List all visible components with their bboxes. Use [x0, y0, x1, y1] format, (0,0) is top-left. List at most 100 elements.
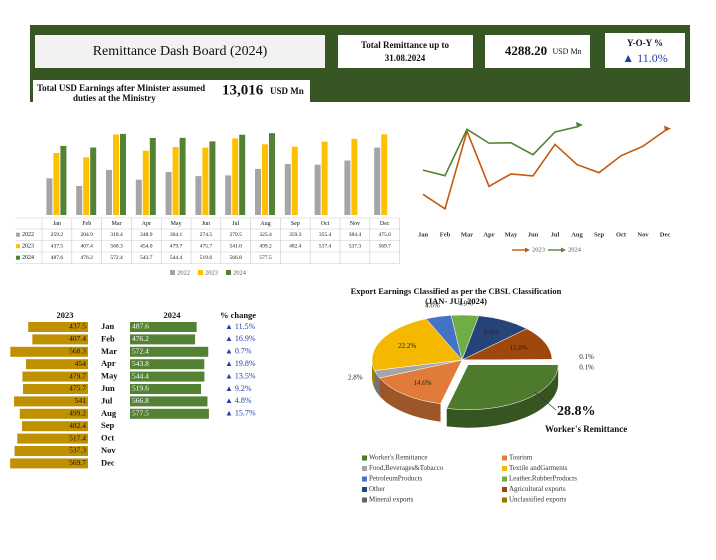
data-label: 407.4 [69, 334, 86, 343]
category-label: Nov [101, 445, 116, 455]
legend-swatch [362, 466, 367, 471]
x-tick-label: Oct [616, 231, 627, 238]
legend-label: 2023 [532, 246, 545, 253]
arrow-head [576, 121, 583, 128]
line [422, 126, 578, 177]
data-label: 543.7 [140, 255, 153, 261]
data-label: 543.8 [132, 359, 149, 368]
row-label: 2024 [22, 255, 34, 261]
category-label: May [101, 371, 118, 381]
bar [179, 137, 186, 215]
bar [202, 147, 209, 215]
value-box [485, 35, 590, 68]
total-box [338, 35, 473, 68]
data-label: 454 [75, 359, 87, 368]
data-label: 569.7 [379, 243, 392, 249]
bar [22, 421, 89, 432]
data-label: 437.5 [69, 322, 86, 331]
data-label: 577.5 [132, 409, 149, 418]
legend-label: 2024 [233, 269, 247, 276]
bar [32, 334, 88, 345]
legend-swatch [16, 244, 20, 249]
yoy-label: Y-O-Y % [627, 38, 663, 48]
bar [19, 408, 88, 419]
data-label: 541.0 [230, 243, 243, 249]
bar [130, 359, 205, 370]
bar [209, 141, 216, 215]
data-label: 274.5 [200, 232, 213, 238]
data-label: 304.1 [170, 232, 183, 238]
x-tick-label: Apr [483, 231, 494, 238]
x-tick-label: Jul [551, 231, 560, 238]
callout-line [534, 391, 557, 411]
bar [10, 458, 89, 469]
bar [28, 322, 88, 332]
data-label: 569.7 [69, 458, 86, 467]
total-label: 31.08.2024 [385, 53, 426, 63]
category-label: Jun [101, 383, 115, 393]
legend-label: Food,Beverages&Tobacco [369, 464, 444, 472]
data-label: 476.2 [132, 334, 149, 343]
column-header: 2023 [57, 310, 74, 320]
change-label: ▲ 15.7% [225, 409, 256, 418]
x-tick-label: Dec [660, 231, 671, 238]
data-label: 487.6 [51, 255, 64, 261]
slice [461, 328, 553, 361]
data-label: 318.4 [110, 232, 123, 238]
data-label: 355.4 [319, 232, 332, 238]
slice-label: 9.8% [484, 329, 499, 337]
x-tick-label: Sep [291, 221, 300, 227]
data-label: 568.3 [110, 243, 123, 249]
bar [120, 133, 126, 215]
legend-label: Agricultural exports [509, 485, 566, 493]
data-label: 572.4 [110, 255, 123, 261]
x-tick-label: Feb [82, 221, 91, 227]
callout-value: 28.8% [557, 404, 596, 419]
total-label: Total Remittance up to [361, 40, 449, 50]
bar [255, 168, 261, 215]
category-label: Dec [101, 457, 115, 467]
data-label: 359.3 [289, 232, 302, 238]
legend-label: Mineral exports [369, 496, 414, 504]
data-label: 499.2 [69, 409, 86, 418]
slice-label: 14.6% [414, 379, 432, 387]
legend-label: Textile andGarments [509, 464, 568, 472]
data-label: 577.5 [259, 255, 272, 261]
legend-swatch [502, 476, 507, 482]
data-label: 437.5 [51, 243, 64, 249]
data-label: 248.9 [140, 232, 153, 238]
legend-label: Other [369, 485, 386, 493]
bar [225, 175, 232, 215]
bar [165, 171, 172, 215]
slice [379, 359, 463, 404]
bar [195, 176, 202, 215]
x-tick-label: Nov [350, 221, 360, 227]
category-label: Jan [101, 321, 115, 331]
legend-arrow [561, 247, 566, 253]
category-label: Oct [101, 433, 114, 443]
legend-swatch [16, 255, 20, 260]
slice-label: 0.1% [579, 353, 594, 361]
x-tick-label: Apr [142, 221, 151, 227]
data-label: 499.2 [259, 243, 272, 249]
data-label: 259.2 [51, 232, 64, 238]
data-label: 537.3 [69, 446, 86, 455]
data-label: 454.0 [140, 243, 153, 249]
bar [10, 346, 88, 357]
bar [284, 164, 291, 215]
chart-title: (JAN- JUL 2024) [425, 296, 487, 306]
x-tick-label: Jun [202, 221, 210, 227]
bar [130, 346, 209, 357]
bar [321, 141, 328, 215]
data-label: 204.9 [81, 232, 94, 238]
earnings-label: Total USD Earnings after Minister assume… [37, 83, 205, 93]
earnings-box [33, 80, 310, 103]
legend-swatch [362, 476, 367, 482]
legend-swatch [502, 455, 507, 461]
legend-label: 2022 [177, 269, 190, 276]
legend-label: 2024 [568, 246, 582, 253]
change-label: ▲ 16.9% [225, 334, 256, 343]
bar [83, 157, 90, 215]
bar [46, 178, 53, 215]
